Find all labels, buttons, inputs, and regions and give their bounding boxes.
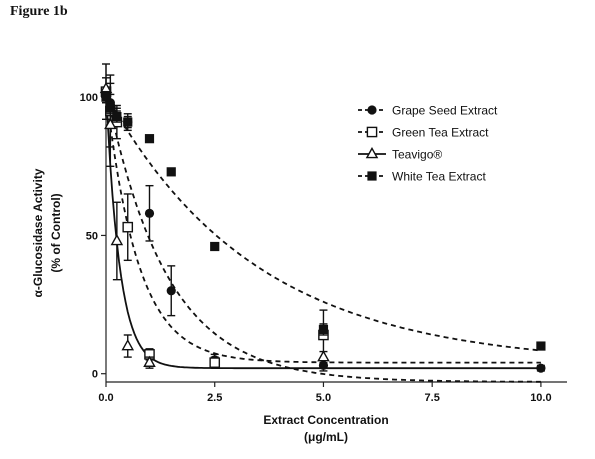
axes: 0.0 2.5 5.0 7.5 10.0 0 50 100: [80, 64, 567, 404]
x-axis-title: Extract Concentration: [263, 413, 388, 427]
data-point: [104, 117, 117, 130]
legend-marker: [367, 171, 377, 181]
x-tick-label: 7.5: [425, 392, 440, 404]
legend-entry-label: Green Tea Extract: [392, 126, 489, 140]
data-point: [143, 355, 156, 367]
data-point: [123, 117, 133, 127]
x-tick-label: 0.0: [98, 392, 113, 404]
figure-label: Figure 1b: [10, 4, 68, 19]
data-point: [121, 339, 135, 351]
legend-entry-label: Teavigo®: [392, 148, 442, 162]
data-point: [318, 324, 329, 335]
fit-curve-3: [105, 93, 541, 352]
legend-entry-label: White Tea Extract: [392, 170, 486, 184]
data-point: [122, 221, 134, 233]
data-point: [144, 134, 155, 144]
data-point: [536, 363, 546, 373]
x-axis-unit: (μg/mL): [304, 430, 348, 444]
legend-marker: [366, 126, 378, 138]
data-point: [536, 341, 546, 351]
x-tick-label: 5.0: [316, 392, 331, 404]
data-point: [144, 208, 155, 218]
y-tick-label: 50: [86, 230, 98, 242]
data-points: [99, 63, 546, 373]
x-tick-label: 2.5: [207, 392, 222, 404]
legend: Grape Seed Extract Green Tea Extract Teavi…: [358, 104, 498, 184]
y-axis-unit: (% of Control): [49, 193, 63, 272]
legend-marker: [367, 105, 377, 115]
data-point: [166, 167, 176, 177]
y-tick-label: 100: [80, 92, 98, 104]
data-point: [105, 103, 115, 113]
x-tick-label: 10.0: [530, 392, 551, 404]
y-tick-label: 0: [92, 369, 98, 381]
data-point: [317, 350, 330, 362]
legend-entry-label: Grape Seed Extract: [392, 104, 498, 118]
data-point: [110, 233, 124, 246]
data-point: [166, 286, 176, 296]
fit-curve-0: [105, 88, 541, 383]
data-point: [210, 241, 220, 252]
legend-marker: [365, 146, 379, 159]
data-point: [112, 111, 122, 122]
data-point: [209, 357, 221, 368]
data-point: [101, 92, 111, 102]
y-axis-title: α-Glucosidase Activity: [31, 168, 45, 297]
